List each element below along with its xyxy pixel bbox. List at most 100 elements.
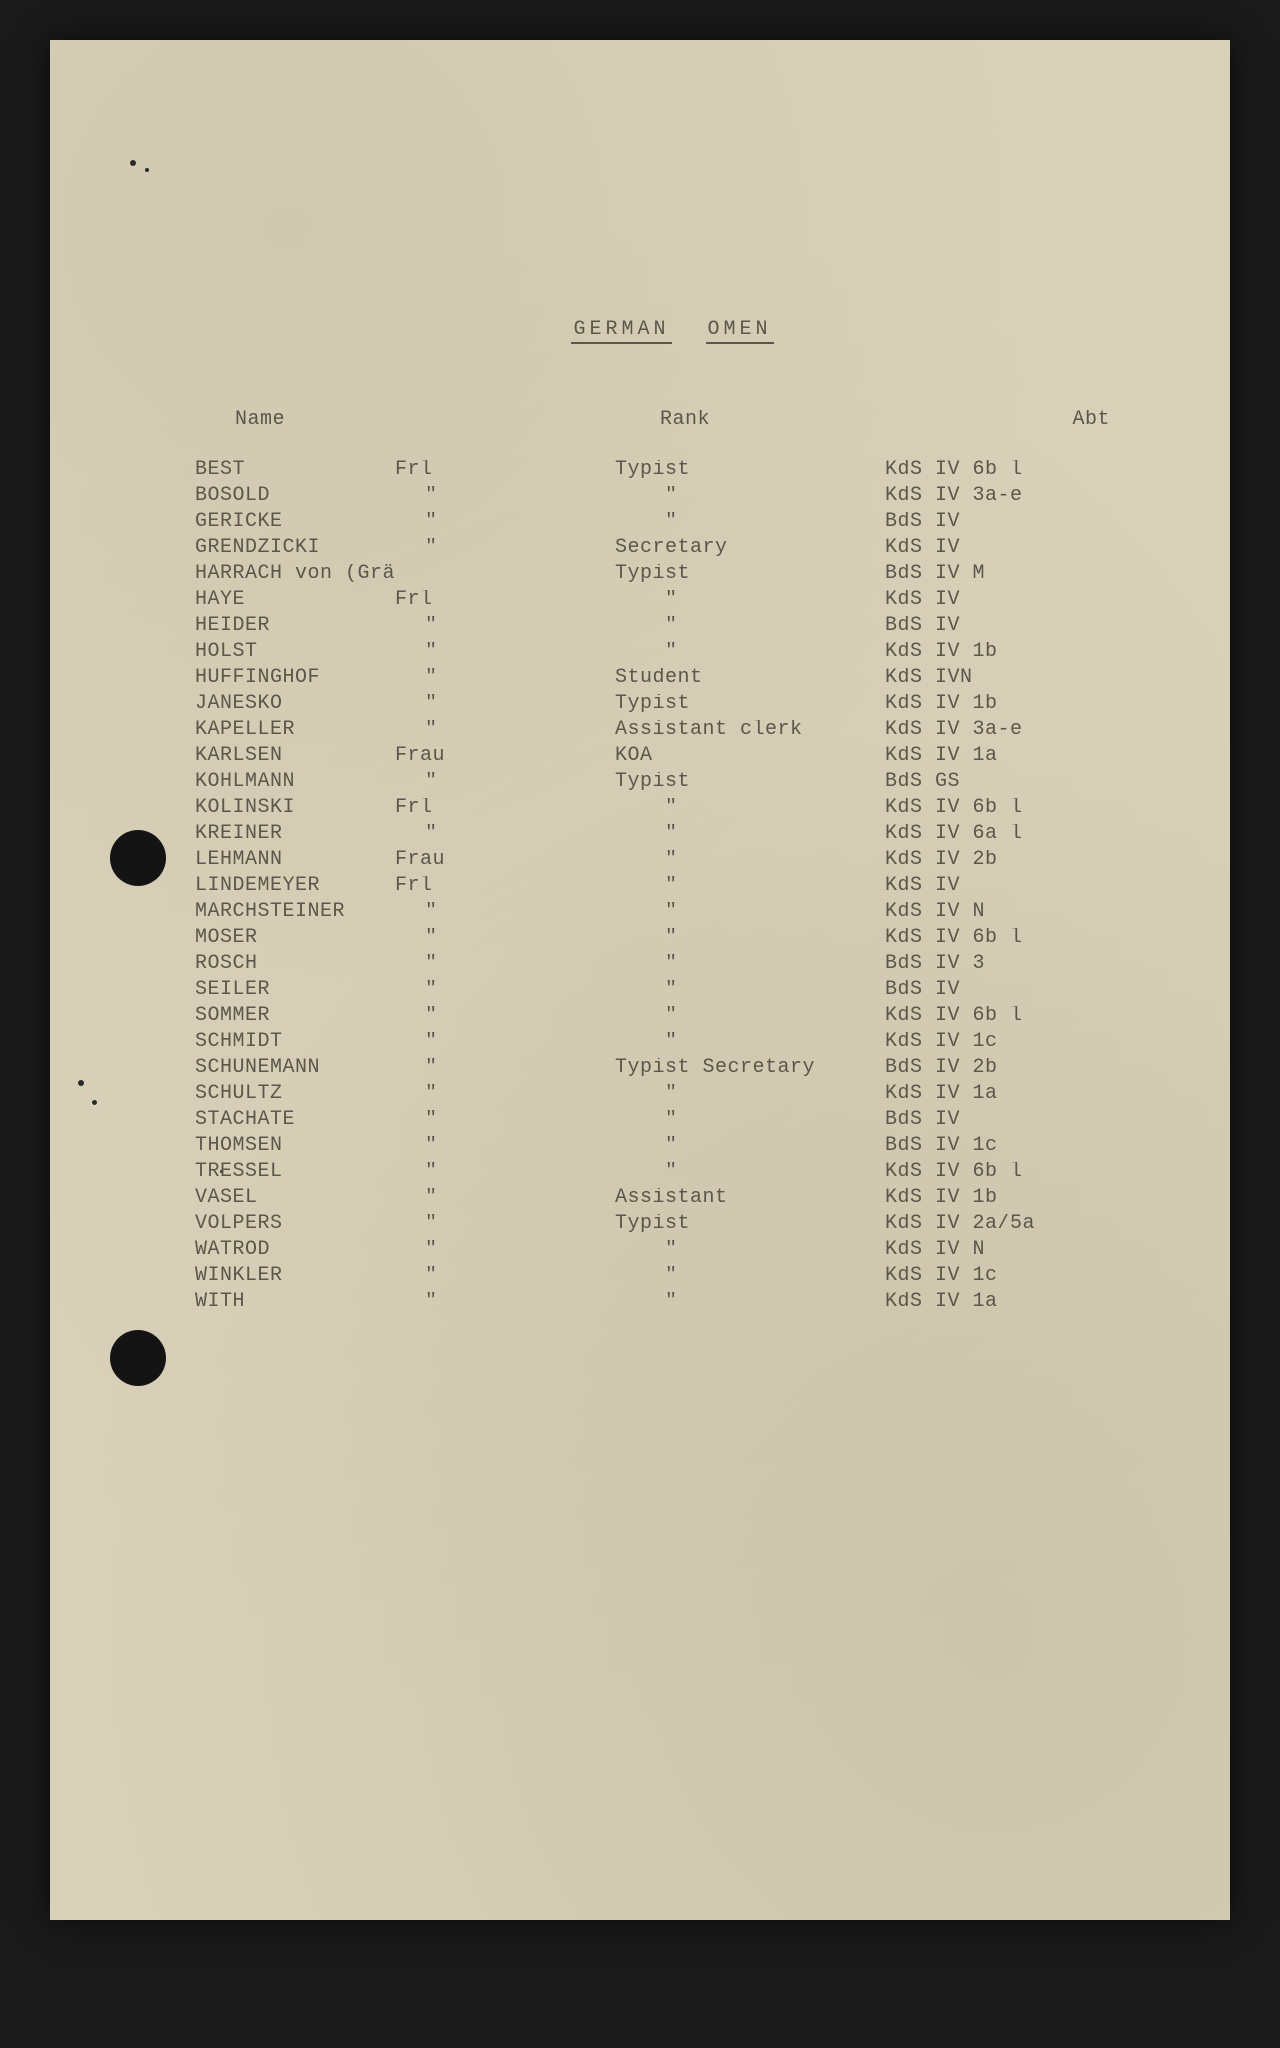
header-name: Name: [235, 410, 285, 430]
table-row: KOHLMANN"TypistBdS GS: [195, 772, 1150, 798]
cell-title: ": [395, 1266, 575, 1292]
table-row: STACHATE""BdS IV: [195, 1110, 1150, 1136]
cell-rank: Typist Secretary: [575, 1058, 875, 1084]
table-row: SOMMER""KdS IV 6b l: [195, 1006, 1150, 1032]
cell-title: Frau: [395, 746, 575, 772]
cell-title: Frl: [395, 876, 575, 902]
cell-rank: Typist: [575, 694, 875, 720]
cell-title: ": [395, 1240, 575, 1266]
cell-rank: ": [575, 1110, 875, 1136]
cell-abt: KdS IV 6b l: [875, 1162, 1150, 1188]
cell-rank: Typist: [575, 772, 875, 798]
cell-title: ": [395, 1292, 575, 1318]
cell-name: GERICKE: [195, 512, 395, 538]
cell-rank: Student: [575, 668, 875, 694]
cell-rank: ": [575, 798, 875, 824]
table-row: HEIDER""BdS IV: [195, 616, 1150, 642]
cell-abt: KdS IV 1b: [875, 1188, 1150, 1214]
cell-abt: KdS IV 1c: [875, 1266, 1150, 1292]
cell-abt: KdS IV 3a-e: [875, 720, 1150, 746]
cell-abt: KdS IV 6a l: [875, 824, 1150, 850]
data-table: BESTFrlTypistKdS IV 6b lBOSOLD""KdS IV 3…: [195, 460, 1150, 1318]
cell-rank: ": [575, 486, 875, 512]
cell-title: Frl: [395, 460, 575, 486]
cell-rank: Secretary: [575, 538, 875, 564]
cell-name: LEHMANN: [195, 850, 395, 876]
table-row: TRESSEL""KdS IV 6b l: [195, 1162, 1150, 1188]
cell-name: STACHATE: [195, 1110, 395, 1136]
table-row: SCHULTZ""KdS IV 1a: [195, 1084, 1150, 1110]
cell-title: ": [395, 1058, 575, 1084]
table-row: MARCHSTEINER""KdS IV N: [195, 902, 1150, 928]
cell-abt: KdS IV 1a: [875, 1292, 1150, 1318]
cell-abt: BdS IV 2b: [875, 1058, 1150, 1084]
table-row: HÜFFINGHOF"StudentKdS IVN: [195, 668, 1150, 694]
scan-background: GERMANOMEN Name Rank Abt BESTFrlTypistKd…: [0, 0, 1280, 2048]
table-row: LINDEMEYERFrl"KdS IV: [195, 876, 1150, 902]
cell-name: BEST: [195, 460, 395, 486]
cell-rank: ": [575, 954, 875, 980]
table-row: SEILER""BdS IV: [195, 980, 1150, 1006]
paper-speck: [92, 1100, 97, 1105]
document-page: GERMANOMEN Name Rank Abt BESTFrlTypistKd…: [50, 40, 1230, 1920]
cell-name: KAPELLER: [195, 720, 395, 746]
cell-rank: ": [575, 590, 875, 616]
table-row: HOLST""KdS IV 1b: [195, 642, 1150, 668]
punch-hole: [110, 830, 166, 886]
table-row: KAPELLER"Assistant clerkKdS IV 3a-e: [195, 720, 1150, 746]
table-row: VOLPERS"TypistKdS IV 2a/5a: [195, 1214, 1150, 1240]
cell-abt: KdS IV 3a-e: [875, 486, 1150, 512]
table-row: THOMSEN""BdS IV 1c: [195, 1136, 1150, 1162]
cell-abt: KdS IV 1a: [875, 1084, 1150, 1110]
cell-abt: KdS IV 1a: [875, 746, 1150, 772]
cell-title: Frau: [395, 850, 575, 876]
cell-rank: ": [575, 850, 875, 876]
cell-rank: ": [575, 980, 875, 1006]
cell-title: ": [395, 694, 575, 720]
cell-name: HAYE: [195, 590, 395, 616]
cell-abt: KdS IV N: [875, 902, 1150, 928]
cell-name: KOLINSKI: [195, 798, 395, 824]
cell-rank: ": [575, 928, 875, 954]
cell-title: ": [395, 824, 575, 850]
cell-title: ": [395, 1110, 575, 1136]
table-row: LEHMANNFrau"KdS IV 2b: [195, 850, 1150, 876]
cell-title: ": [395, 486, 575, 512]
cell-abt: BdS IV: [875, 512, 1150, 538]
cell-rank: ": [575, 1006, 875, 1032]
cell-title: ": [395, 902, 575, 928]
cell-name: LINDEMEYER: [195, 876, 395, 902]
cell-name: HÜFFINGHOF: [195, 668, 395, 694]
cell-title: ": [395, 668, 575, 694]
cell-rank: ": [575, 902, 875, 928]
cell-name: MARCHSTEINER: [195, 902, 395, 928]
cell-rank: ": [575, 642, 875, 668]
cell-rank: ": [575, 1266, 875, 1292]
cell-abt: KdS IVN: [875, 668, 1150, 694]
cell-abt: KdS IV N: [875, 1240, 1150, 1266]
cell-name: SCHULTZ: [195, 1084, 395, 1110]
table-row: KARLSENFrauKOAKdS IV 1a: [195, 746, 1150, 772]
cell-title: ": [395, 1188, 575, 1214]
cell-name: RÖSCH: [195, 954, 395, 980]
cell-abt: BdS IV: [875, 1110, 1150, 1136]
cell-title: ": [395, 1214, 575, 1240]
cell-abt: BdS IV: [875, 980, 1150, 1006]
cell-title: ": [395, 1006, 575, 1032]
table-row: SCHMIDT""KdS IV 1c: [195, 1032, 1150, 1058]
cell-name: HEIDER: [195, 616, 395, 642]
cell-abt: KdS IV 6b l: [875, 798, 1150, 824]
cell-title: ": [395, 642, 575, 668]
table-row: HARRACH von (Gräfin)TypistBdS IV M: [195, 564, 1150, 590]
paper-speck: [130, 160, 136, 166]
cell-abt: KdS IV 6b l: [875, 928, 1150, 954]
cell-name: BOSOLD: [195, 486, 395, 512]
cell-abt: KdS IV 1b: [875, 694, 1150, 720]
column-headers: Name Rank Abt: [195, 410, 1150, 430]
cell-abt: KdS IV: [875, 876, 1150, 902]
table-row: KOLINSKIFrl"KdS IV 6b l: [195, 798, 1150, 824]
cell-name: KARLSEN: [195, 746, 395, 772]
cell-rank: Assistant clerk: [575, 720, 875, 746]
cell-abt: KdS IV 2b: [875, 850, 1150, 876]
cell-title: ": [395, 1162, 575, 1188]
